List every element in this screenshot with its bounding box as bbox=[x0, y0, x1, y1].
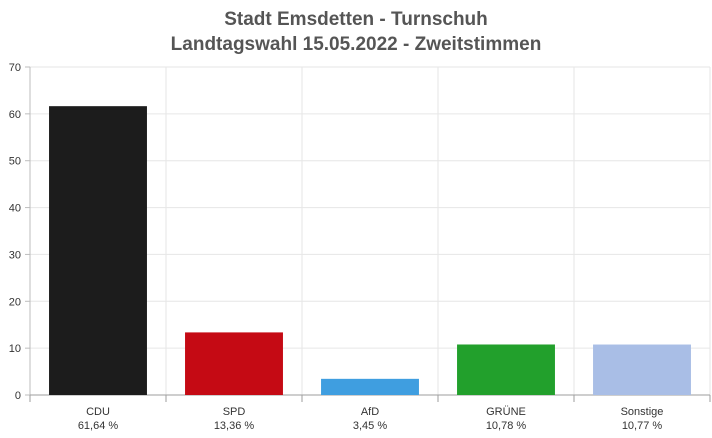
y-tick-label: 70 bbox=[9, 62, 21, 74]
y-tick-label: 0 bbox=[15, 390, 21, 402]
x-value-label: 3,45 % bbox=[353, 420, 387, 432]
chart-subtitle: Landtagswahl 15.05.2022 - Zweitstimmen bbox=[170, 34, 542, 55]
bar-sonstige bbox=[593, 344, 691, 395]
bar-grüne bbox=[457, 344, 555, 395]
x-tick-label: Sonstige bbox=[621, 406, 664, 418]
chart-title: Stadt Emsdetten - Turnschuh bbox=[224, 9, 488, 30]
x-value-label: 10,78 % bbox=[486, 420, 527, 432]
x-tick-label: CDU bbox=[86, 406, 110, 418]
bar-cdu bbox=[49, 106, 147, 395]
x-value-label: 13,36 % bbox=[214, 420, 255, 432]
y-tick-label: 20 bbox=[9, 296, 21, 308]
x-tick-label: SPD bbox=[223, 406, 246, 418]
y-tick-label: 10 bbox=[9, 343, 21, 355]
y-tick-label: 60 bbox=[9, 109, 21, 121]
x-value-label: 61,64 % bbox=[78, 420, 119, 432]
y-tick-label: 40 bbox=[9, 203, 21, 215]
x-tick-label: GRÜNE bbox=[486, 406, 526, 418]
bar-spd bbox=[185, 332, 283, 395]
bar-afd bbox=[321, 378, 419, 395]
x-tick-label: AfD bbox=[361, 406, 379, 418]
y-tick-label: 30 bbox=[9, 249, 21, 261]
x-value-label: 10,77 % bbox=[622, 420, 663, 432]
y-tick-label: 50 bbox=[9, 156, 21, 168]
